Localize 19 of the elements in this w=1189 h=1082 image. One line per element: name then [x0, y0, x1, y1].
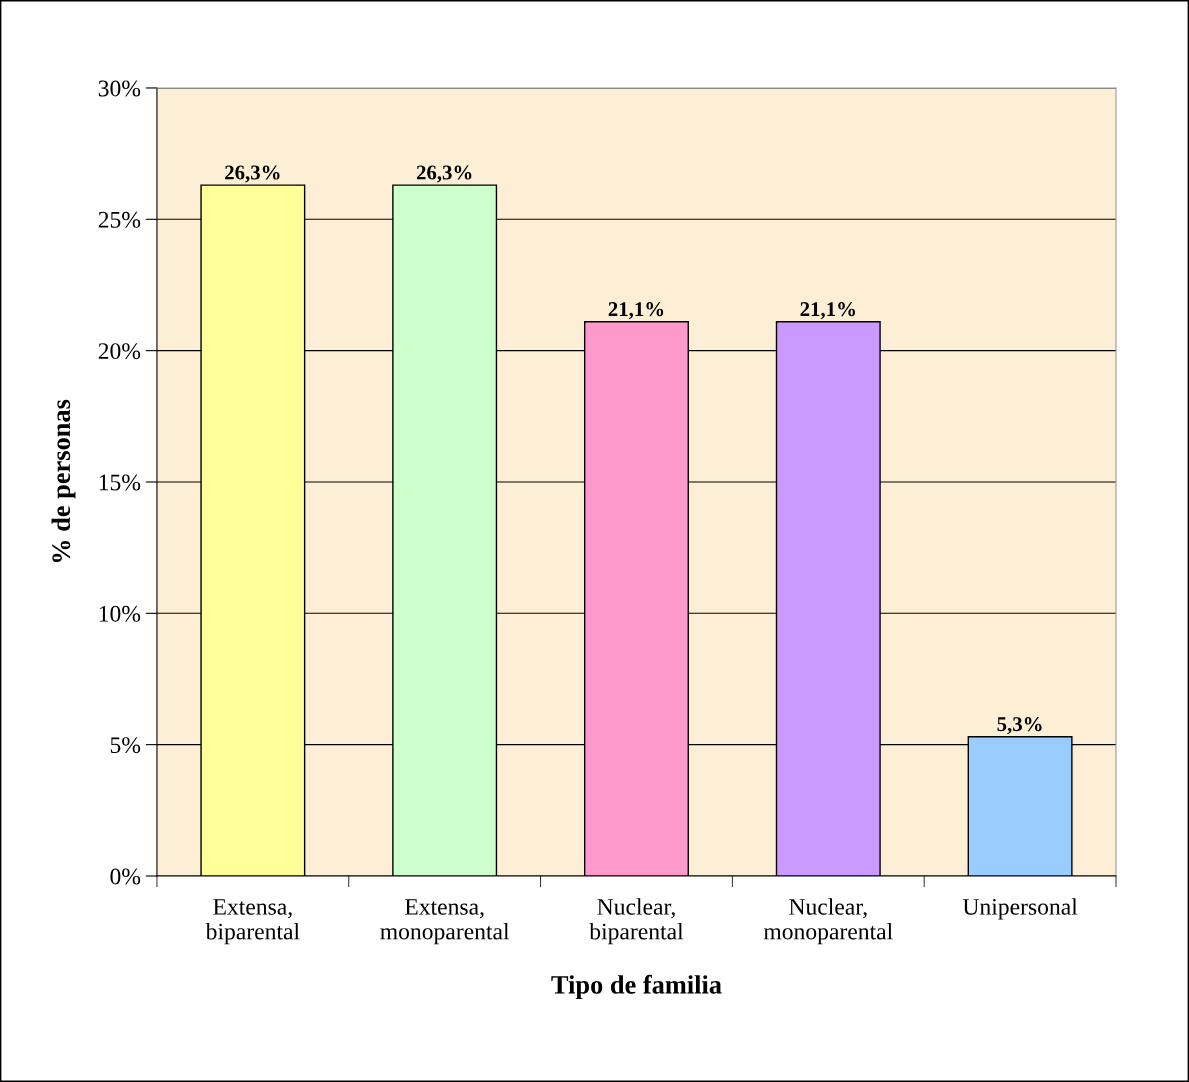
data-label: 21,1%: [608, 302, 664, 320]
x-tick-label: Unipersonal: [962, 898, 1078, 920]
x-tick-label: Nuclear, monoparental: [763, 898, 893, 945]
x-axis-title: Tipo de familia: [551, 974, 722, 1000]
x-tick-label: Nuclear, biparental: [589, 898, 684, 945]
y-tick-label: 30%: [98, 80, 141, 97]
y-tick-label: 0%: [110, 868, 141, 885]
data-label: 21,1%: [800, 302, 855, 320]
y-tick-label: 15%: [99, 474, 141, 491]
x-tick-label: Extensa, monoparental: [380, 899, 510, 945]
y-tick-label: 20%: [98, 343, 141, 360]
data-label: 26,3%: [225, 165, 280, 183]
x-tick-label: Extensa, biparental: [205, 899, 300, 945]
data-label: 26,3%: [416, 165, 472, 183]
y-tick-label: 10%: [99, 605, 141, 622]
data-label: 5,3%: [997, 717, 1042, 735]
y-tick-label: 25%: [98, 211, 141, 228]
y-tick-label: 5%: [110, 737, 141, 754]
y-axis-title: % de personas: [51, 399, 76, 563]
